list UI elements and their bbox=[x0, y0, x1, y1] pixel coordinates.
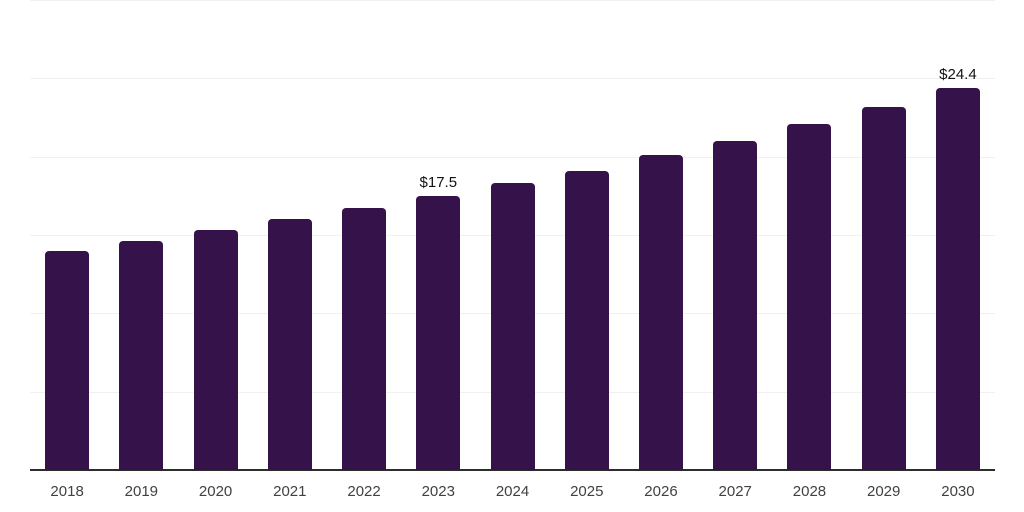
x-tick-label: 2025 bbox=[570, 483, 604, 500]
x-tick-label: 2029 bbox=[867, 483, 901, 500]
x-tick-label: 2030 bbox=[941, 483, 975, 500]
x-axis-tick-labels: 2018 2019 2020 2021 2022 2023 2024 2025 2026 2027… bbox=[30, 483, 995, 500]
bar-slot bbox=[698, 0, 772, 470]
x-tick-label: 2022 bbox=[347, 483, 381, 500]
bar-2022 bbox=[342, 208, 387, 470]
bar-2019 bbox=[119, 241, 164, 470]
x-tick-label: 2021 bbox=[273, 483, 307, 500]
x-tick-label: 2026 bbox=[644, 483, 678, 500]
bar-slot bbox=[624, 0, 698, 470]
bar-2021 bbox=[267, 219, 312, 470]
gridline bbox=[30, 0, 995, 1]
bar-slot bbox=[550, 0, 624, 470]
x-tick-label: 2020 bbox=[198, 483, 233, 500]
bar-slot bbox=[253, 0, 327, 470]
bar-slot bbox=[178, 0, 252, 470]
bar-2027 bbox=[713, 141, 758, 470]
bar-2026 bbox=[638, 155, 683, 470]
bar-value-label: $24.4 bbox=[939, 65, 977, 83]
bar-2023 bbox=[416, 195, 461, 470]
x-tick-label: 2028 bbox=[792, 483, 827, 500]
bar-2020 bbox=[193, 230, 238, 470]
bar-slot: $17.5 bbox=[401, 0, 475, 470]
bar-slot: $24.4 bbox=[921, 0, 995, 470]
bar-2028 bbox=[787, 123, 832, 470]
x-tick-label: 2019 bbox=[124, 483, 159, 500]
bar-2030 bbox=[935, 87, 980, 470]
bar-2029 bbox=[861, 106, 906, 470]
bar-slot bbox=[104, 0, 178, 470]
bar-slot bbox=[847, 0, 921, 470]
plot-area: $17.5 $24.4 bbox=[30, 0, 995, 471]
bar-2024 bbox=[490, 183, 535, 470]
bar-slot bbox=[772, 0, 846, 470]
x-tick-label: 2018 bbox=[50, 483, 84, 500]
bar-2018 bbox=[45, 250, 90, 470]
bars-layer: $17.5 $24.4 bbox=[30, 0, 995, 470]
bar-value-label: $17.5 bbox=[419, 173, 458, 191]
bar-slot bbox=[327, 0, 401, 470]
x-tick-label: 2027 bbox=[718, 483, 752, 500]
bar-slot bbox=[30, 0, 104, 470]
x-tick-label: 2024 bbox=[495, 483, 530, 500]
bar-slot bbox=[475, 0, 549, 470]
gridline bbox=[30, 78, 995, 80]
x-tick-label: 2023 bbox=[421, 483, 455, 500]
gridline bbox=[30, 156, 995, 158]
bar-2025 bbox=[564, 170, 609, 470]
